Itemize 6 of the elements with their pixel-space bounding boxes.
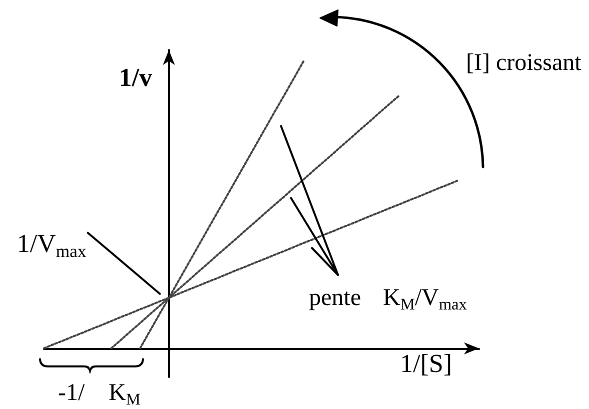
- y-axis-title: 1/v: [118, 63, 152, 92]
- text: -1/ K$_{M}$: [58, 380, 141, 409]
- text: [I] croissant: [466, 50, 582, 76]
- annotation: pente K$_{M}$/V$_{max}$: [309, 285, 467, 314]
- x-axis-title: 1/[S]: [400, 349, 452, 378]
- annotation: 1/V$_{max}$: [16, 228, 86, 261]
